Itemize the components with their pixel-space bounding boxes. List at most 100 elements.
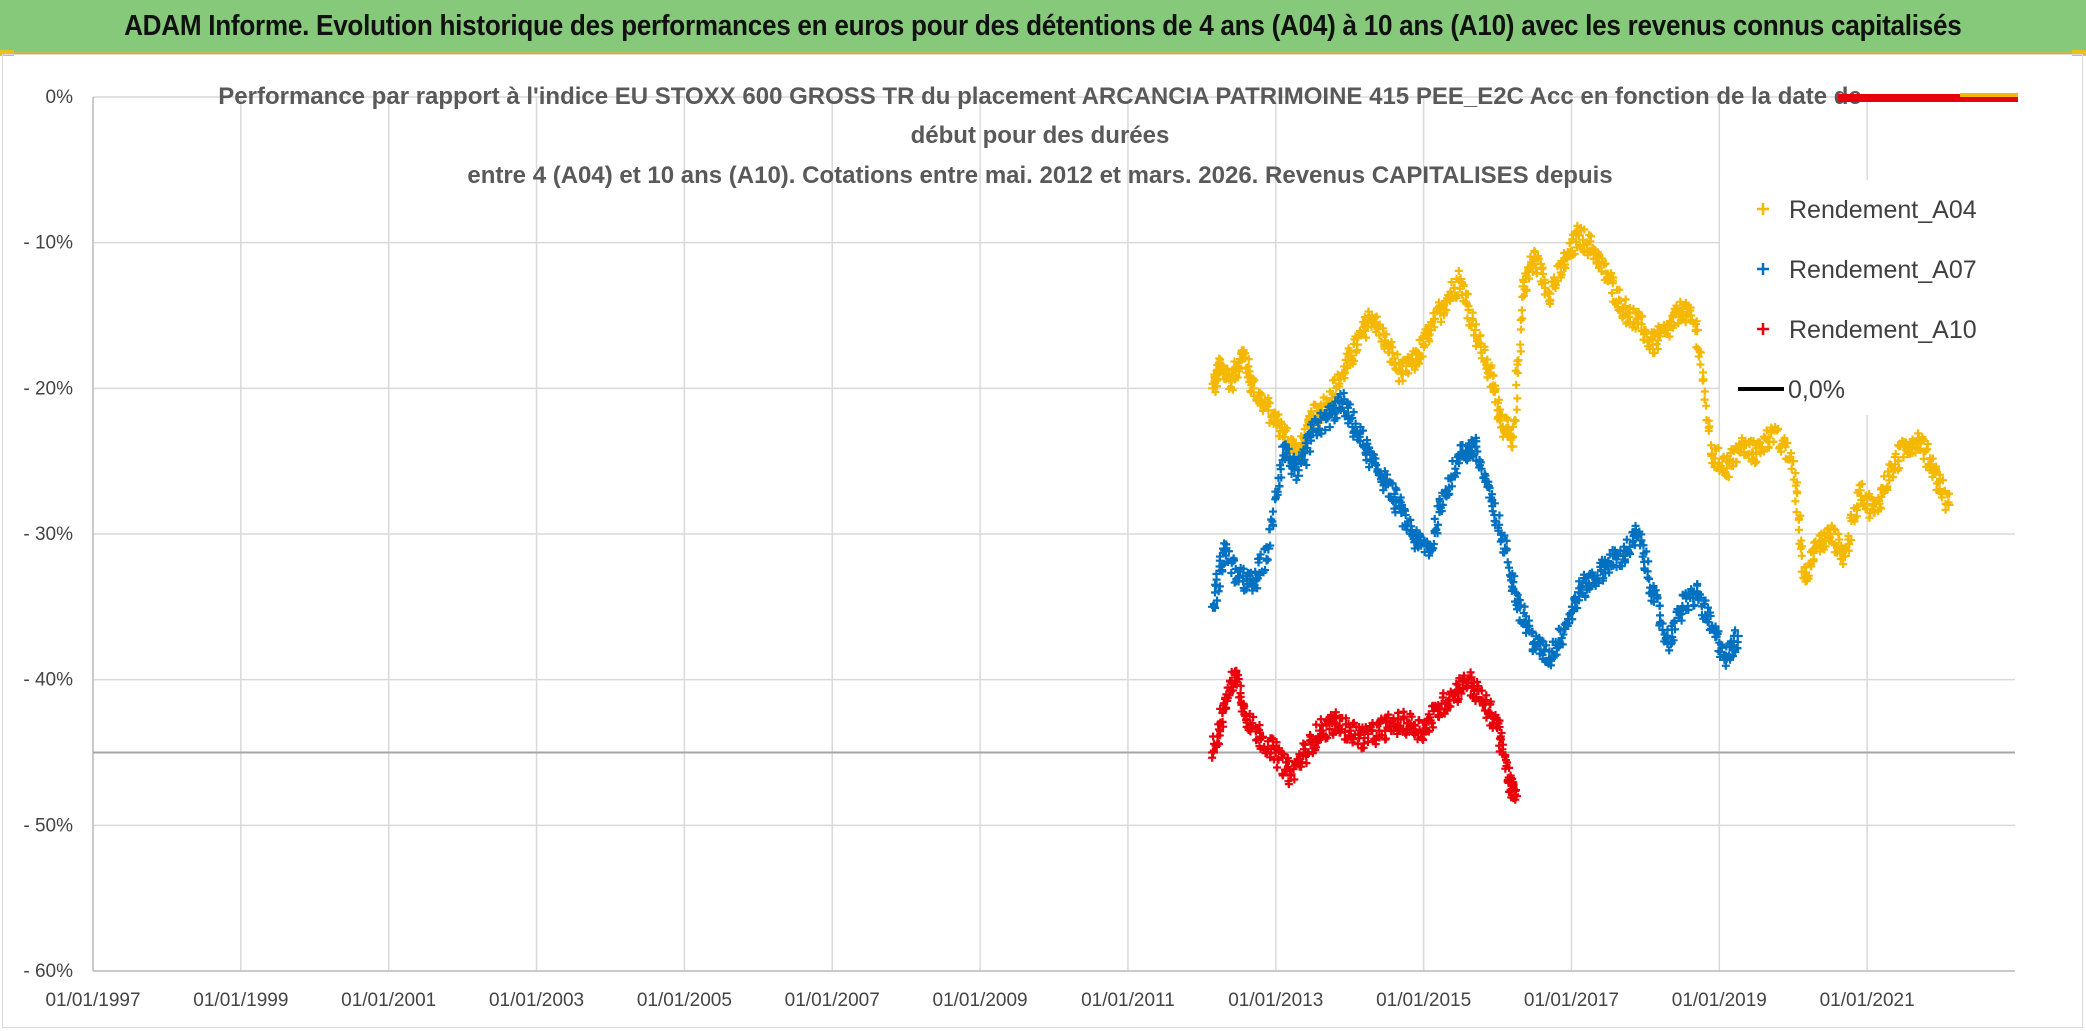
data-point [1729, 462, 1738, 471]
data-point [1477, 686, 1486, 695]
x-tick-label: 01/01/2013 [1228, 990, 1323, 1011]
data-point [1655, 601, 1664, 610]
data-point [1928, 472, 1937, 481]
data-point [1806, 562, 1815, 571]
data-point [1294, 466, 1303, 475]
data-point [1935, 485, 1944, 494]
data-point [1631, 324, 1640, 333]
data-point [1690, 601, 1699, 610]
data-point [1290, 775, 1299, 784]
data-point [1375, 331, 1384, 340]
data-point [1341, 714, 1350, 723]
data-point [1208, 753, 1217, 762]
data-point [1467, 321, 1476, 330]
data-point [1435, 494, 1444, 503]
data-point [1277, 473, 1286, 482]
data-point [1747, 448, 1756, 457]
banner-corner-right [2072, 50, 2086, 56]
data-point [1404, 369, 1413, 378]
x-tick-label: 01/01/2021 [1820, 990, 1915, 1011]
data-point [1524, 616, 1533, 625]
data-point [1511, 416, 1520, 425]
data-point [1256, 390, 1265, 399]
data-point [1430, 514, 1439, 523]
data-point [1447, 278, 1456, 287]
data-point [1638, 552, 1647, 561]
data-point [1923, 439, 1932, 448]
data-point [1656, 611, 1665, 620]
data-point [1677, 616, 1686, 625]
data-point [1424, 710, 1433, 719]
data-point [1458, 440, 1467, 449]
data-point [1522, 612, 1531, 621]
data-point [1525, 274, 1534, 283]
data-point [1377, 731, 1386, 740]
x-axis-ticks: 01/01/1997 01/01/1999 01/01/2001 01/01/2003… [45, 990, 1914, 1011]
data-point [1839, 560, 1848, 569]
y-tick-label: - 30% [23, 524, 73, 545]
data-point [1299, 739, 1308, 748]
data-point [1250, 376, 1259, 385]
data-point [1269, 521, 1278, 530]
data-point [1699, 376, 1708, 385]
data-point [1821, 534, 1829, 543]
data-point [1546, 295, 1555, 304]
data-point [1796, 511, 1805, 520]
data-point [1382, 470, 1391, 479]
data-point [1573, 604, 1582, 613]
chart-frame [2, 54, 2083, 1028]
data-point [1625, 543, 1634, 552]
data-point [1534, 254, 1543, 263]
data-point [1381, 734, 1390, 743]
data-point [1629, 304, 1638, 313]
data-point [1656, 332, 1665, 341]
data-point [1522, 285, 1531, 294]
data-point [1538, 269, 1547, 278]
series-Rendement_A10 [1207, 666, 1522, 804]
data-point [1214, 587, 1223, 596]
data-point [1222, 703, 1231, 712]
series-Rendement_A07 [1207, 389, 1743, 670]
data-point [1244, 355, 1253, 364]
data-point [1414, 716, 1423, 725]
data-point [1411, 721, 1420, 730]
data-point [1321, 426, 1330, 435]
data-point [1540, 645, 1549, 654]
chart-legend: Rendement_A04 Rendement_A07 Rendement_A10 0… [1720, 180, 2015, 415]
data-point [1769, 437, 1778, 446]
data-point [1386, 478, 1395, 487]
data-point [1239, 564, 1248, 573]
data-point [1275, 482, 1284, 491]
data-point [1434, 520, 1443, 529]
data-point [1700, 596, 1709, 605]
data-point [1516, 315, 1525, 324]
data-point [1877, 492, 1886, 501]
legend-label: 0,0% [1788, 376, 1845, 404]
data-point [1437, 506, 1446, 515]
x-tick-label: 01/01/2011 [1081, 990, 1175, 1011]
data-point [1476, 458, 1485, 467]
data-point [1607, 288, 1616, 297]
data-point [1845, 540, 1854, 549]
data-point [1943, 499, 1954, 510]
data-point [1557, 270, 1566, 279]
data-point [1267, 515, 1276, 524]
data-point [1343, 361, 1352, 370]
data-point [1472, 320, 1481, 329]
data-point [1829, 524, 1838, 533]
data-point [1486, 363, 1495, 372]
data-point [1639, 541, 1648, 550]
data-point [1670, 321, 1679, 330]
data-point [1214, 740, 1223, 749]
data-point [1578, 235, 1587, 244]
data-point [1447, 482, 1456, 491]
x-tick-label: 01/01/2015 [1376, 990, 1471, 1011]
data-point [1218, 361, 1227, 370]
data-point [1731, 626, 1740, 635]
data-point [1482, 691, 1491, 700]
data-point [1306, 447, 1315, 456]
data-point [1670, 616, 1679, 625]
data-point [1476, 331, 1485, 340]
data-point [1876, 504, 1885, 513]
data-point [1463, 290, 1472, 299]
